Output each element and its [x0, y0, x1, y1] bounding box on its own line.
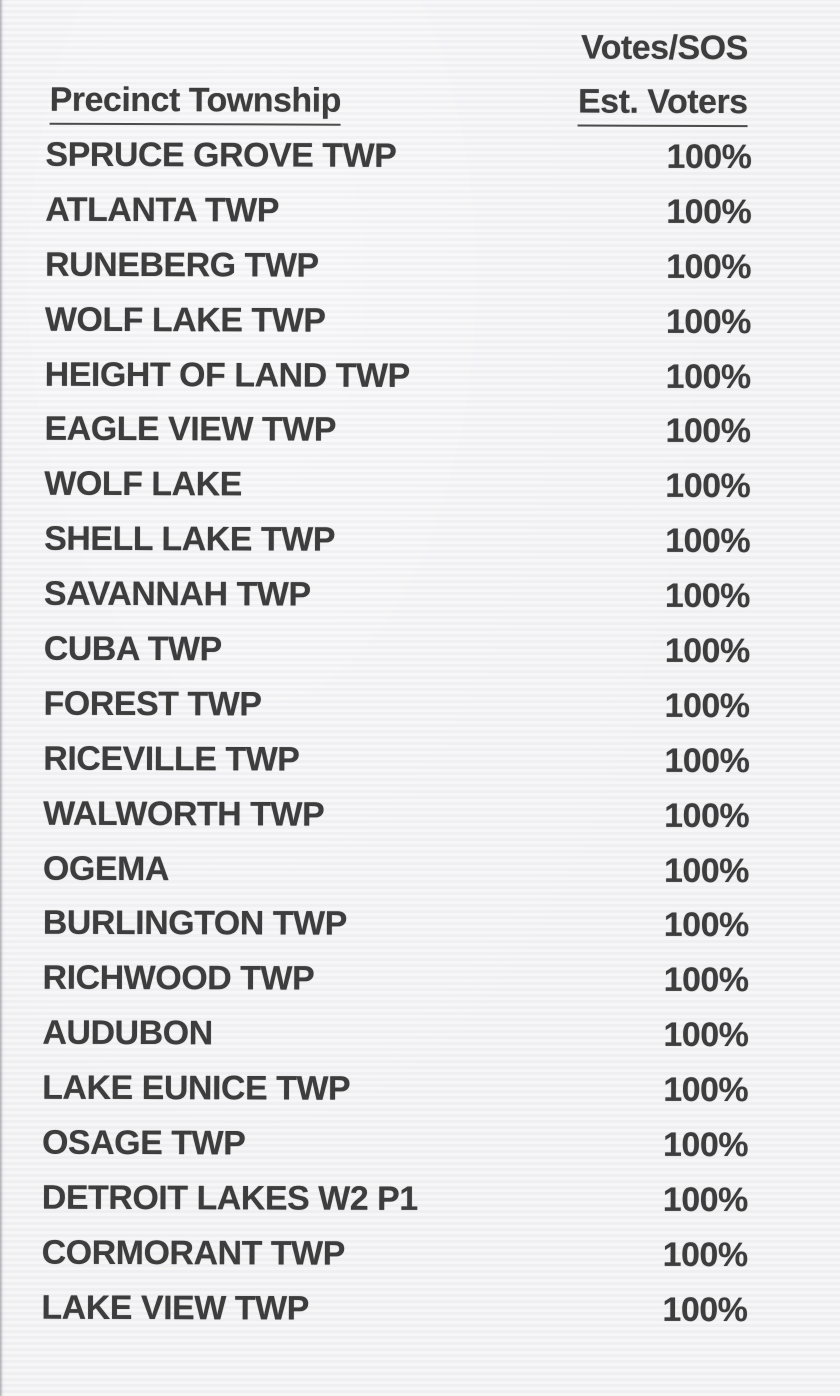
table-row: WOLF LAKE 100%	[0, 457, 838, 515]
percent-value: 100%	[665, 302, 751, 341]
precinct-name: LAKE EUNICE TWP	[42, 1068, 351, 1108]
table-row: OSAGE TWP 100%	[0, 1116, 836, 1174]
table-row: AUDUBON 100%	[0, 1006, 836, 1064]
table-row: CUBA TWP 100%	[0, 622, 838, 680]
precinct-name: LAKE VIEW TWP	[41, 1288, 309, 1328]
column-header-votes-sos: Votes/SOS	[580, 28, 748, 68]
percent-value: 100%	[664, 631, 750, 671]
precinct-name: BURLINGTON TWP	[42, 904, 347, 944]
table-row: RICHWOOD TWP 100%	[0, 951, 837, 1009]
table-row: SPRUCE GROVE TWP 100%	[0, 128, 840, 186]
percent-value: 100%	[665, 412, 751, 451]
precinct-name: RUNEBERG TWP	[45, 245, 319, 285]
precinct-name: OGEMA	[42, 849, 169, 888]
percent-value: 100%	[665, 357, 751, 396]
percent-value: 100%	[666, 247, 752, 286]
precinct-name: ATLANTA TWP	[45, 190, 280, 230]
precinct-name: WALWORTH TWP	[43, 794, 325, 834]
percent-value: 100%	[665, 467, 751, 506]
precinct-name: WOLF LAKE TWP	[44, 300, 326, 340]
column-header-est-voters: Est. Voters	[577, 82, 748, 128]
table-row: HEIGHT OF LAND TWP 100%	[0, 347, 839, 405]
table-row: ATLANTA TWP 100%	[0, 182, 839, 240]
table-row: EAGLE VIEW TWP 100%	[0, 402, 839, 460]
percent-value: 100%	[664, 796, 750, 835]
percent-value: 100%	[662, 1180, 748, 1220]
precinct-name: SHELL LAKE TWP	[44, 519, 336, 559]
table-row: CORMORANT TWP 100%	[0, 1225, 836, 1283]
percent-value: 100%	[662, 1125, 749, 1165]
percent-value: 100%	[663, 851, 750, 890]
percent-value: 100%	[663, 1016, 749, 1055]
table-row: BURLINGTON TWP 100%	[0, 896, 837, 954]
percent-value: 100%	[666, 192, 752, 231]
table-row: RUNEBERG TWP 100%	[0, 237, 839, 295]
precinct-name: RICEVILLE TWP	[43, 739, 300, 779]
column-header-precinct-township: Precinct Township	[49, 80, 341, 126]
precinct-name: SAVANNAH TWP	[43, 574, 311, 614]
table-row: FOREST TWP 100%	[0, 676, 838, 734]
table-row: DETROIT LAKES W2 P1 100%	[0, 1170, 836, 1228]
precinct-name: DETROIT LAKES W2 P1	[41, 1178, 418, 1218]
percent-value: 100%	[662, 1235, 748, 1274]
percent-value: 100%	[663, 906, 749, 945]
table-row: RICEVILLE TWP 100%	[0, 731, 837, 789]
precinct-name: CUBA TWP	[43, 629, 222, 669]
precinct-name: HEIGHT OF LAND TWP	[44, 355, 410, 395]
table-row: SAVANNAH TWP 100%	[0, 567, 838, 625]
percent-value: 100%	[662, 1290, 748, 1329]
precinct-name: SPRUCE GROVE TWP	[45, 135, 397, 175]
table-row: LAKE VIEW TWP 100%	[0, 1280, 836, 1338]
precinct-name: EAGLE VIEW TWP	[44, 410, 337, 450]
percent-value: 100%	[663, 961, 749, 1000]
percent-value: 100%	[664, 741, 750, 780]
table-row: SHELL LAKE TWP 100%	[0, 512, 838, 570]
table-rows: SPRUCE GROVE TWP 100% ATLANTA TWP 100% R…	[0, 128, 840, 1339]
precinct-name: RICHWOOD TWP	[42, 958, 315, 998]
precinct-name: WOLF LAKE	[44, 464, 242, 504]
precinct-name: FOREST TWP	[43, 684, 262, 724]
percent-value: 100%	[663, 1070, 749, 1110]
table-row: LAKE EUNICE TWP 100%	[0, 1061, 836, 1119]
table-row: OGEMA 100%	[0, 841, 837, 899]
percent-value: 100%	[665, 522, 751, 561]
precinct-name: OSAGE TWP	[41, 1123, 246, 1163]
precinct-name: AUDUBON	[42, 1013, 213, 1053]
scanner-edge-shadow	[0, 0, 3, 1396]
precinct-name: CORMORANT TWP	[41, 1233, 345, 1273]
percent-value: 100%	[664, 686, 750, 725]
table-row: WALWORTH TWP 100%	[0, 786, 837, 844]
percent-value: 100%	[666, 137, 752, 177]
table-row: WOLF LAKE TWP 100%	[0, 292, 839, 350]
percent-value: 100%	[664, 576, 750, 616]
